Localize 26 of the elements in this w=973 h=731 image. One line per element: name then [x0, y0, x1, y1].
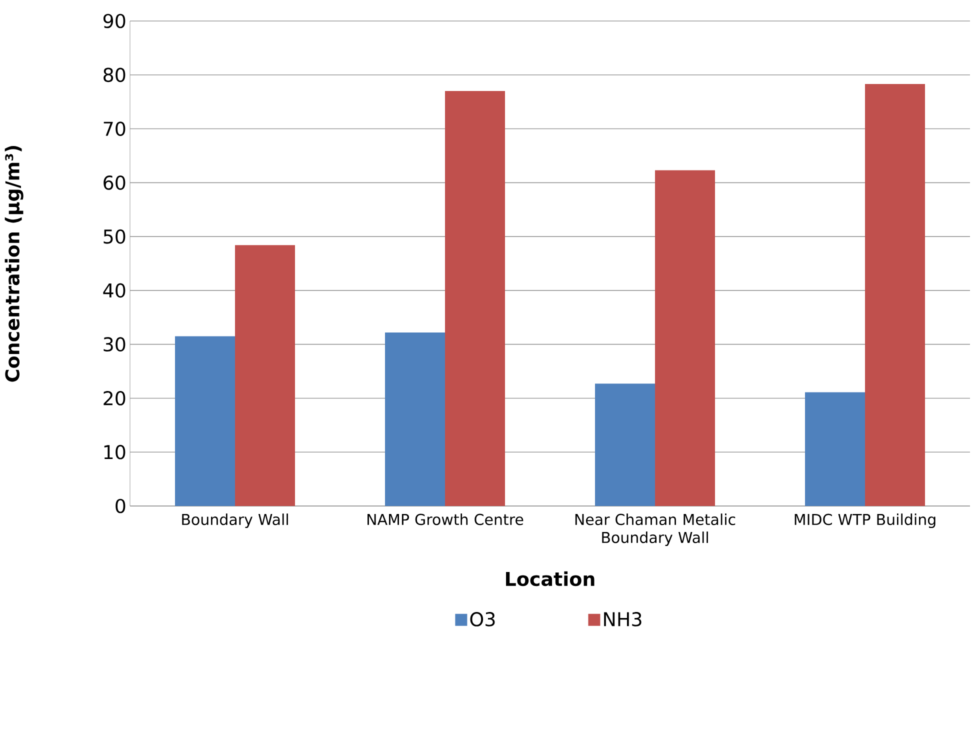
bar: [385, 332, 446, 506]
y-tick-label: 50: [104, 229, 126, 244]
y-tick-label: 30: [104, 337, 126, 352]
bar: [235, 245, 296, 506]
y-tick-label: 20: [104, 391, 126, 406]
y-tick-label: 0: [116, 498, 126, 514]
x-tick-label: Boundary Wall: [182, 514, 288, 528]
legend-label: O3: [470, 612, 495, 626]
y-tick-label: 40: [103, 283, 126, 298]
y-tick-label: 70: [104, 122, 126, 136]
x-tick-label: MIDC WTP Building: [794, 514, 936, 528]
bar: [655, 170, 716, 506]
y-axis-title: Concentration (µg/m³): [4, 146, 24, 382]
x-tick-label: Near Chaman Metalic Boundary Wall: [575, 514, 736, 546]
y-tick-label: 80: [104, 68, 126, 82]
bar: [175, 336, 236, 506]
x-axis-title: Location: [506, 571, 594, 586]
bar: [445, 91, 506, 506]
y-tick-label: 60: [104, 175, 126, 190]
legend-label: NH3: [604, 612, 642, 626]
bar: [865, 84, 926, 506]
y-tick-label: 90: [103, 14, 126, 28]
bar: [595, 384, 656, 506]
bar: [805, 392, 866, 506]
y-tick-label: 10: [104, 444, 126, 460]
x-tick-label: NAMP Growth Centre: [368, 514, 524, 526]
